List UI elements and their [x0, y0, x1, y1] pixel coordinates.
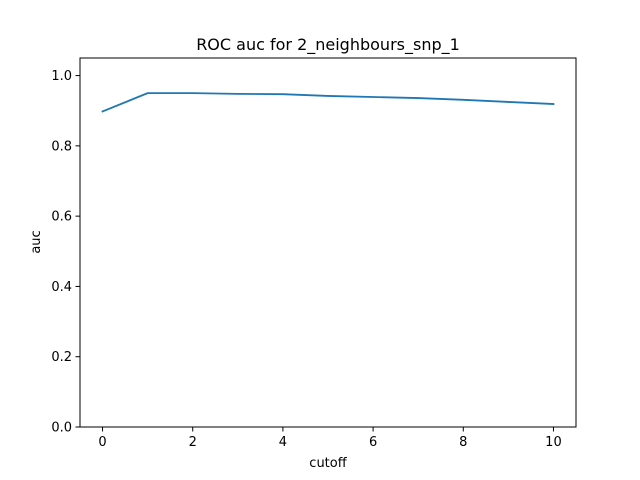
- y-tick-label: 1.0: [51, 69, 72, 84]
- x-tick-label: 2: [189, 435, 197, 450]
- y-tick-label: 0.6: [51, 210, 72, 225]
- y-axis-title: auc: [29, 230, 44, 253]
- x-tick-label: 0: [98, 435, 106, 450]
- x-tick-label: 4: [279, 435, 287, 450]
- x-tick-label: 6: [369, 435, 377, 450]
- y-tick-label: 0.2: [51, 350, 72, 365]
- x-tick-label: 8: [459, 435, 467, 450]
- chart-title: ROC auc for 2_neighbours_snp_1: [196, 35, 460, 55]
- y-tick-label: 0.8: [51, 139, 72, 154]
- axes-frame: [79, 57, 577, 428]
- y-tick-label: 0.0: [51, 421, 72, 436]
- x-axis-title: cutoff: [309, 456, 347, 471]
- y-tick-label: 0.4: [51, 280, 72, 295]
- series-line-0: [101, 92, 555, 113]
- plot-area: 0 2 4 6 8 10 0.0 0.2 0.4 0.6 0.8 1.0: [51, 57, 577, 450]
- x-tick-label: 10: [545, 435, 562, 450]
